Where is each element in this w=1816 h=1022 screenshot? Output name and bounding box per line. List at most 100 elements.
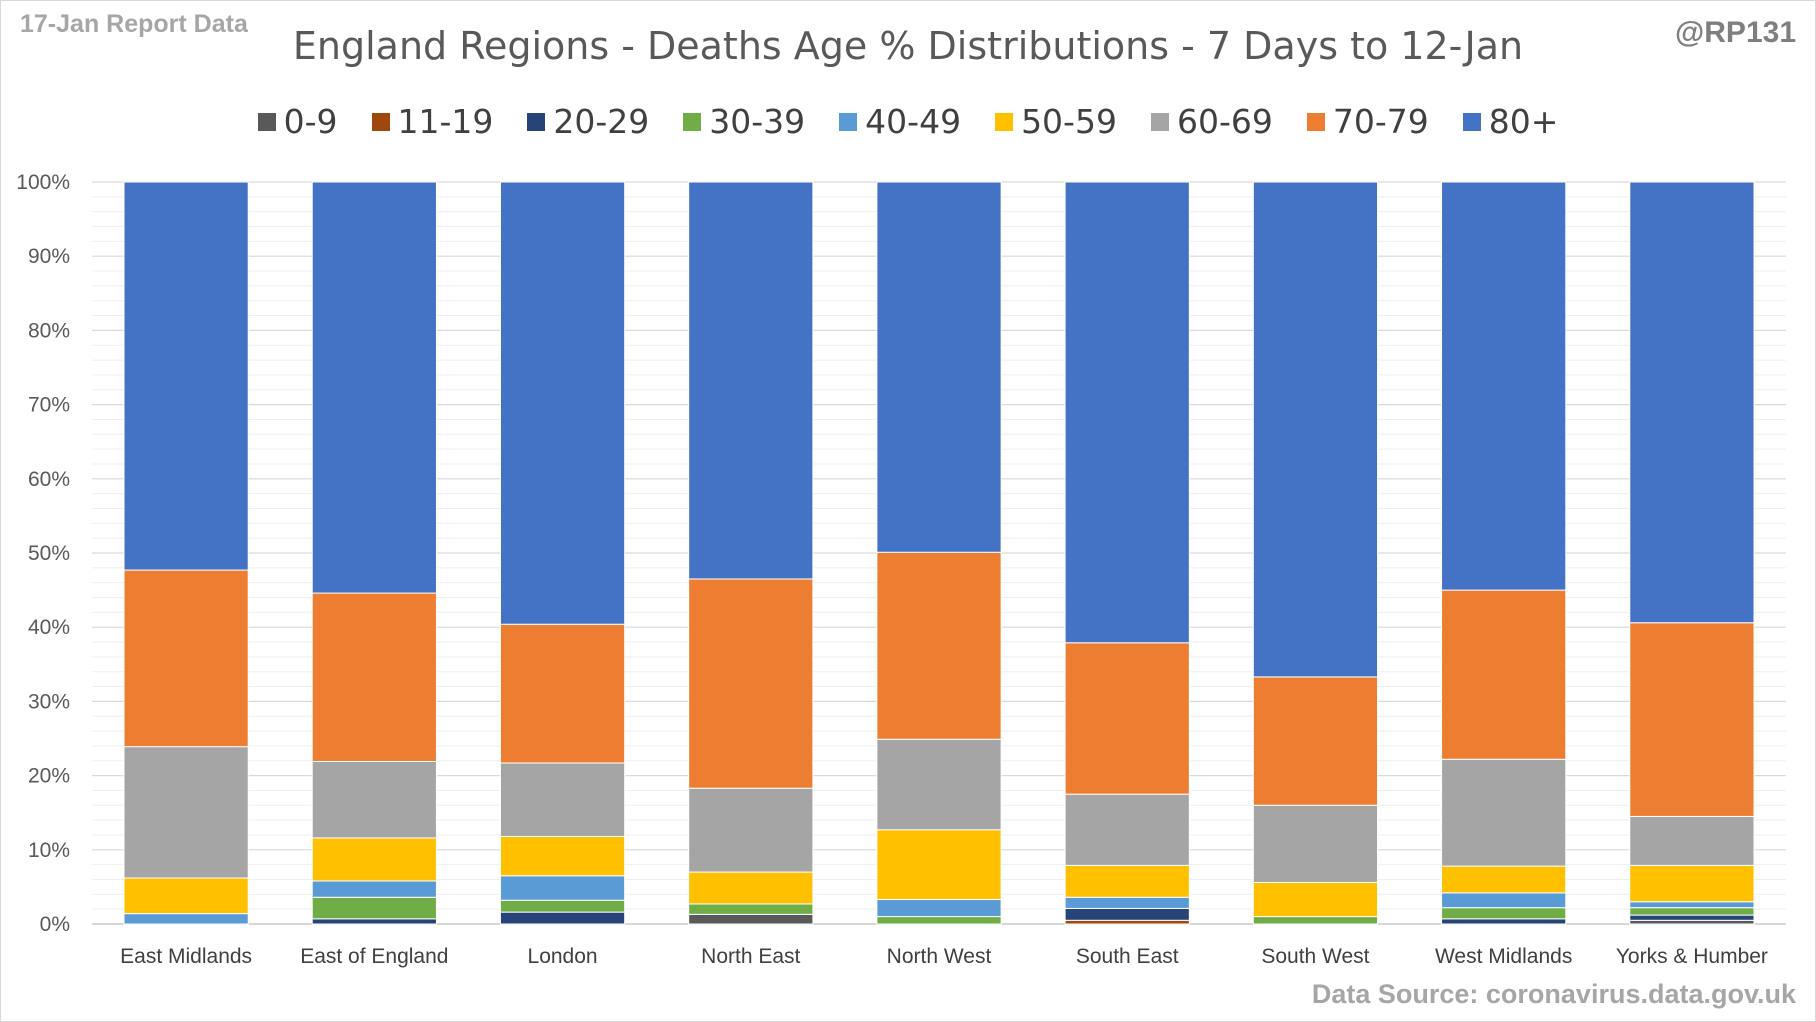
legend-swatch [1306,112,1325,131]
y-tick-label: 90% [28,245,70,268]
legend-swatch [371,112,390,131]
bar-segment [1629,181,1755,624]
legend-swatch [995,112,1014,131]
bar-segment [311,837,437,882]
bar-segment [688,913,814,925]
legend-swatch [1462,112,1481,131]
legend-label: 0-9 [283,102,338,141]
legend-swatch [257,112,276,131]
bar-segment [1629,901,1755,909]
bar-segment [1441,865,1567,894]
y-tick-label: 100% [16,171,70,194]
bar-segment [1441,918,1567,925]
bar-segment [876,738,1002,831]
legend-item: 60-69 [1150,102,1273,141]
bar-segment [1629,622,1755,817]
bar-segment [1064,181,1190,644]
y-tick-label: 40% [28,616,70,639]
legend-swatch [839,112,858,131]
legend-item: 20-29 [527,102,649,141]
legend-swatch [1150,112,1169,131]
bar-segment [1441,758,1567,867]
legend-item: 50-59 [995,102,1117,141]
x-category-label: East Midlands [120,945,252,968]
bar-segment [1441,181,1567,591]
bar-segment [1064,793,1190,866]
bar-segment [123,181,249,571]
legend-label: 11-19 [397,102,494,141]
legend-item: 0-9 [257,102,338,141]
y-tick-label: 60% [28,468,70,491]
bar-segment [1064,907,1190,921]
bar-segment [123,913,249,925]
y-tick-label: 20% [28,765,70,788]
bar-segment [1441,892,1567,909]
y-tick-label: 30% [28,690,70,713]
bar-segment [876,916,1002,925]
y-tick-label: 70% [28,394,70,417]
legend-label: 60-69 [1176,102,1273,141]
legend-item: 40-49 [839,102,961,141]
legend-label: 40-49 [865,102,962,141]
legend-item: 70-79 [1306,102,1429,141]
bar-segment [876,829,1002,901]
bar-segment [1629,919,1755,925]
bar-segment [876,181,1002,553]
bar-segment [499,181,626,625]
legend-swatch [683,112,702,131]
legend-label: 20-29 [553,102,650,141]
bar-segment [499,835,626,877]
bar-segment [1252,676,1379,806]
x-category-label: South West [1261,945,1369,968]
bar-segment [688,903,814,915]
bar-segment [1441,907,1567,920]
bar-segment [876,899,1002,918]
bar-segment [1252,804,1379,883]
bar-segment [311,181,437,594]
bar-segment [688,871,814,905]
author-handle: @RP131 [1675,16,1796,49]
legend-item: 30-39 [683,102,805,141]
x-category-label: London [528,945,598,968]
x-axis-categories: East Midlands East of England London North … [120,945,1768,968]
legend-label: 30-39 [709,102,806,141]
data-source-label: Data Source: coronavirus.data.gov.uk [1311,979,1796,1009]
bar-segment [499,899,626,913]
bar-segment [688,181,814,580]
bar-segment [311,896,437,920]
chart-title: England Regions - Deaths Age % Distribut… [292,24,1524,68]
bar-segment [1064,642,1190,795]
bar-segment [1252,881,1379,918]
bar-segment [688,787,814,873]
bar-segment [876,551,1002,740]
y-tick-label: 0% [40,913,70,936]
bar-segment [1064,864,1190,898]
bar-segment [499,762,626,837]
legend-label: 70-79 [1332,102,1429,141]
x-category-label: Yorks & Humber [1616,945,1768,968]
chart-legend: 0-9 11-19 20-29 30-39 40-49 50-59 60-69 70-79 80… [0,102,1816,141]
bar-segment [311,761,437,839]
bar-segment [688,578,814,789]
bar-segment [311,880,437,898]
bar-segment [123,877,249,915]
x-category-label: South East [1076,945,1179,968]
legend-swatch [527,112,546,131]
bar-segment [499,911,626,925]
bar-segment [1629,864,1755,903]
bar-segment [311,592,437,763]
bar-segment [1629,815,1755,866]
bar-segment [1064,896,1190,909]
legend-label: 80+ [1488,102,1559,141]
bar-segment [1629,907,1755,916]
bar-segment [1252,916,1379,925]
legend-item: 80+ [1462,102,1559,141]
y-axis-ticks: 0% 10% 20% 30% 40% 50% 60% 70% 80% 90% 100% [16,171,70,936]
bar-segment [123,746,249,879]
bar-segment [123,569,249,748]
bar-segment [499,623,626,764]
legend-label: 50-59 [1021,102,1117,141]
bar-segment [1252,181,1379,678]
bar-segment [1629,914,1755,921]
